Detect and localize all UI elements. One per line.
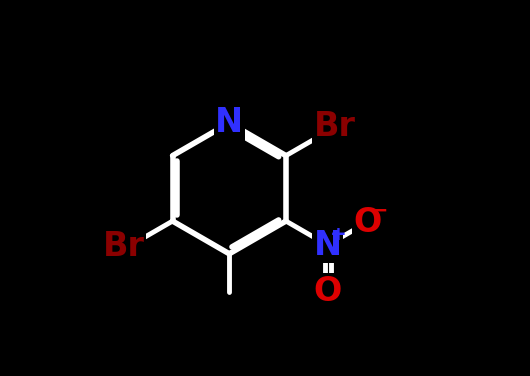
Text: O: O <box>314 275 342 308</box>
Text: Br: Br <box>314 110 356 143</box>
Text: O: O <box>354 206 382 238</box>
Text: −: − <box>370 200 388 220</box>
Text: Br: Br <box>102 230 144 262</box>
Text: N: N <box>314 229 342 262</box>
Text: N: N <box>215 106 243 139</box>
Text: +: + <box>330 225 347 244</box>
